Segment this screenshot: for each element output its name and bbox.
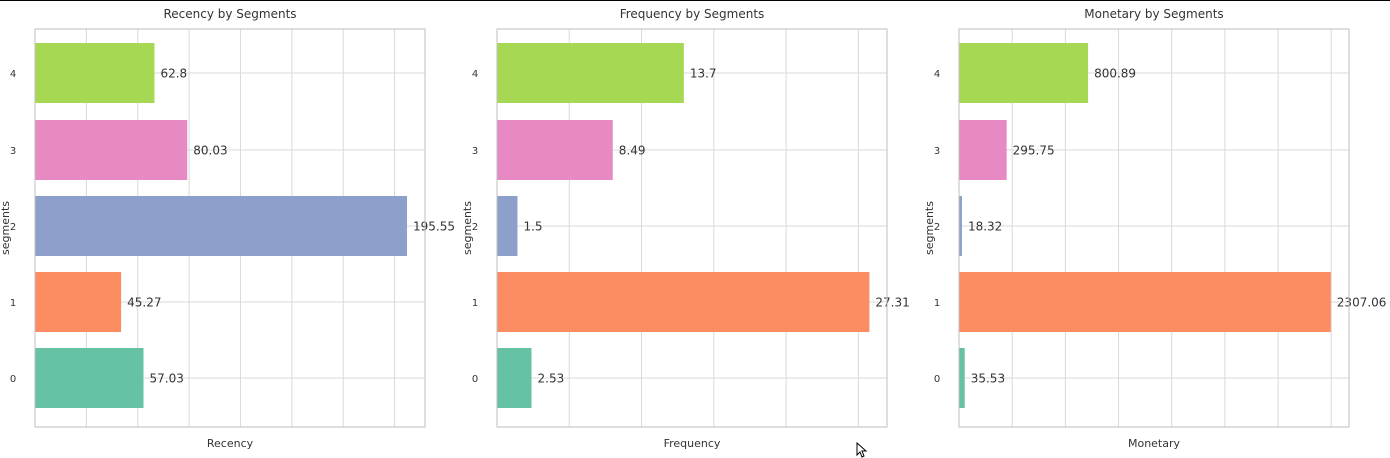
recency-x-axis-label: Recency (207, 437, 254, 450)
recency-bar-0 (35, 348, 144, 408)
mouse-pointer-icon (856, 442, 868, 458)
frequency-bar-4 (497, 43, 684, 103)
frequency-plot-frame (496, 28, 888, 428)
recency-value-label-1: 45.27 (127, 296, 161, 310)
frequency-value-label-4: 13.7 (690, 67, 717, 81)
frequency-bar-0 (497, 348, 532, 408)
monetary-y-axis-label: segments (923, 201, 936, 255)
monetary-y-tick-0: 0 (934, 374, 940, 385)
monetary-bar-1 (959, 272, 1331, 332)
recency-y-tick-0: 0 (10, 374, 16, 385)
monetary-y-tick-3: 3 (934, 146, 940, 157)
frequency-y-tick-0: 0 (472, 374, 478, 385)
window-top-border (0, 0, 1390, 1)
recency-chart-title: Recency by Segments (163, 7, 296, 21)
monetary-value-label-0: 35.53 (971, 372, 1005, 386)
recency-y-tick-2: 2 (10, 222, 16, 233)
monetary-value-label-1: 2307.06 (1337, 296, 1387, 310)
frequency-y-tick-3: 3 (472, 146, 478, 157)
monetary-bar-2 (959, 196, 962, 256)
recency-y-tick-1: 1 (10, 298, 16, 309)
monetary-value-label-4: 800.89 (1094, 67, 1136, 81)
monetary-y-tick-4: 4 (934, 69, 940, 80)
frequency-value-label-2: 1.5 (523, 220, 542, 234)
frequency-y-axis-label: segments (461, 201, 474, 255)
recency-y-tick-4: 4 (10, 69, 16, 80)
recency-value-label-3: 80.03 (193, 144, 227, 158)
frequency-bar-1 (497, 272, 870, 332)
recency-value-label-4: 62.8 (160, 67, 187, 81)
monetary-bar-3 (959, 120, 1007, 180)
recency-plot-frame (34, 28, 426, 428)
monetary-y-tick-1: 1 (934, 298, 940, 309)
recency-bar-2 (35, 196, 408, 256)
frequency-y-tick-4: 4 (472, 69, 478, 80)
recency-bar-1 (35, 272, 122, 332)
recency-bar-4 (35, 43, 155, 103)
recency-y-tick-3: 3 (10, 146, 16, 157)
monetary-value-label-2: 18.32 (968, 220, 1002, 234)
frequency-y-tick-2: 2 (472, 222, 478, 233)
frequency-chart-title: Frequency by Segments (620, 7, 765, 21)
recency-y-axis-label: segments (0, 201, 12, 255)
frequency-value-label-0: 2.53 (538, 372, 565, 386)
monetary-chart-title: Monetary by Segments (1084, 7, 1223, 21)
recency-value-label-0: 57.03 (149, 372, 183, 386)
frequency-bar-2 (497, 196, 518, 256)
frequency-y-tick-1: 1 (472, 298, 478, 309)
monetary-bar-0 (959, 348, 965, 408)
frequency-x-axis-label: Frequency (664, 437, 721, 450)
monetary-x-axis-label: Monetary (1128, 437, 1181, 450)
monetary-value-label-3: 295.75 (1013, 144, 1055, 158)
recency-bar-3 (35, 120, 188, 180)
monetary-y-tick-2: 2 (934, 222, 940, 233)
monetary-bar-4 (959, 43, 1089, 103)
monetary-plot-frame (958, 28, 1350, 428)
frequency-value-label-1: 27.31 (875, 296, 909, 310)
frequency-bar-3 (497, 120, 613, 180)
recency-value-label-2: 195.55 (413, 220, 455, 234)
frequency-value-label-3: 8.49 (619, 144, 646, 158)
